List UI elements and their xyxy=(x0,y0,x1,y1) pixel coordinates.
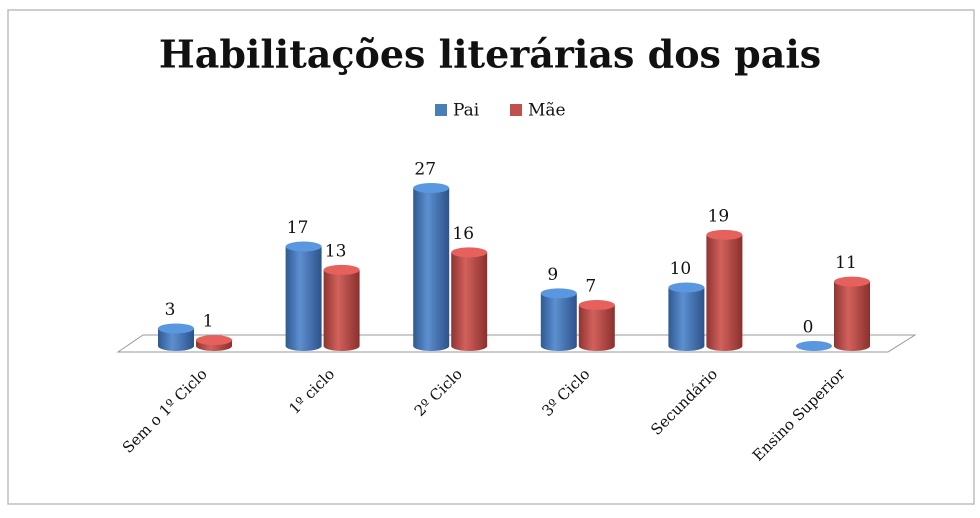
bar-bottom xyxy=(668,341,705,351)
bar xyxy=(706,229,743,351)
bar-body xyxy=(285,246,322,346)
bar xyxy=(540,288,577,351)
bar-bottom xyxy=(540,341,577,351)
bar-top xyxy=(413,183,450,193)
data-label: 16 xyxy=(452,224,474,244)
bar-top xyxy=(323,264,360,275)
data-label: 0 xyxy=(803,318,814,338)
bar-top xyxy=(285,241,322,252)
data-label: 3 xyxy=(165,300,176,320)
bar-top xyxy=(158,323,194,334)
legend-label: Mãe xyxy=(528,101,566,121)
data-label: 19 xyxy=(708,206,730,226)
bar-body xyxy=(706,234,743,346)
data-label: 9 xyxy=(547,265,558,285)
bar-body xyxy=(540,293,577,346)
bar-body xyxy=(323,269,360,346)
bar-bottom xyxy=(706,341,743,351)
data-label: 1 xyxy=(203,312,214,332)
bar xyxy=(323,264,360,351)
bar xyxy=(158,323,194,351)
bar-top xyxy=(834,276,870,287)
bar-top xyxy=(578,300,615,311)
legend-label: Pai xyxy=(453,101,480,121)
chart-title: Habilitações literárias dos pais xyxy=(159,32,821,77)
bar xyxy=(196,335,232,351)
bar xyxy=(285,241,322,351)
bar-bottom xyxy=(578,341,615,351)
chart-frame xyxy=(7,9,975,505)
bar xyxy=(578,300,615,351)
legend-swatch xyxy=(510,104,522,116)
data-label: 10 xyxy=(670,259,692,279)
data-label: 13 xyxy=(325,241,347,261)
bar-top xyxy=(706,229,743,240)
bar-body xyxy=(413,188,450,346)
bar xyxy=(796,341,832,351)
bar-body xyxy=(451,252,488,346)
bar xyxy=(668,282,705,351)
bar-bottom xyxy=(413,341,450,351)
bar-body xyxy=(834,281,870,346)
bar xyxy=(451,247,488,351)
data-label: 17 xyxy=(287,218,309,238)
bar-bottom xyxy=(158,341,194,351)
bar-top xyxy=(796,341,832,351)
bar xyxy=(413,183,450,351)
bar-bottom xyxy=(451,341,488,351)
bar-bottom xyxy=(285,341,322,351)
legend-swatch xyxy=(435,104,447,116)
bar-top xyxy=(451,247,488,258)
bar-bottom xyxy=(323,341,360,351)
bar-bottom xyxy=(834,341,870,351)
data-label: 11 xyxy=(835,253,857,273)
bar-body xyxy=(158,328,194,346)
bar-top xyxy=(540,288,577,299)
bar-body xyxy=(668,287,705,346)
data-label: 27 xyxy=(414,160,436,180)
floor xyxy=(116,334,917,353)
bar-top xyxy=(668,282,705,293)
bar-body xyxy=(578,305,615,346)
bar-top xyxy=(196,335,232,346)
data-label: 7 xyxy=(585,277,596,297)
bar xyxy=(834,276,870,351)
